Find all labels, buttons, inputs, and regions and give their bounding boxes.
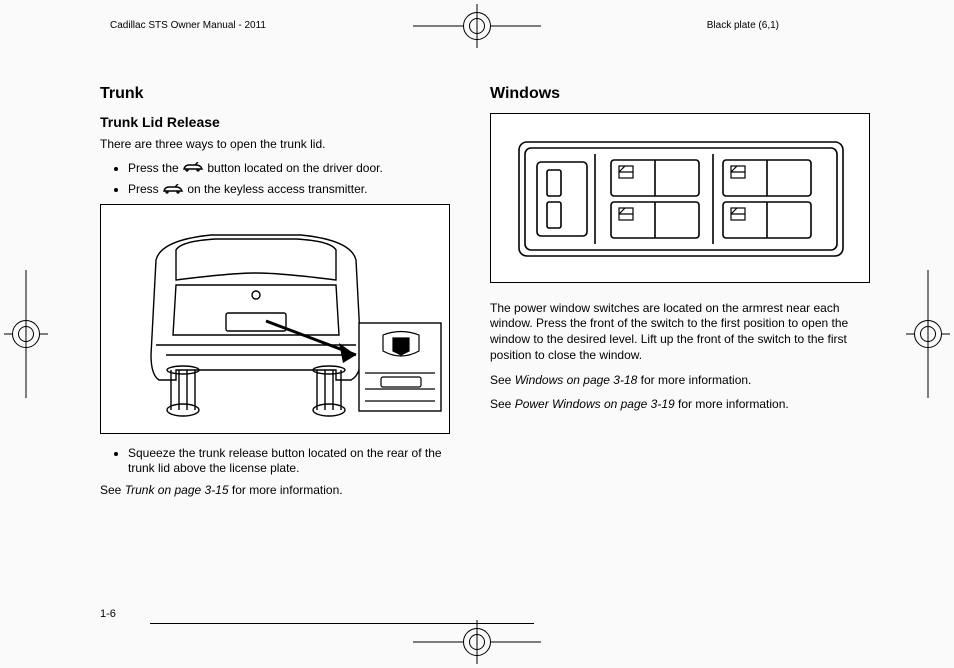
bullet-press-transmitter: Press on the keyless access transmitter. — [128, 182, 450, 198]
windows-heading: Windows — [490, 84, 870, 105]
car-trunk-open-icon — [162, 184, 184, 194]
manual-page: Cadillac STS Owner Manual - 2011 Black p… — [0, 0, 954, 668]
windows-paragraph: The power window switches are located on… — [490, 301, 870, 363]
trunk-intro: There are three ways to open the trunk l… — [100, 137, 450, 153]
trunk-bullets-top: Press the button located on the driver d… — [100, 161, 450, 198]
page-number: 1-6 — [100, 608, 116, 620]
see-suffix: for more information. — [675, 397, 789, 411]
registration-mark-bottom — [463, 628, 491, 656]
registration-mark-left — [12, 320, 40, 348]
see-prefix: See — [100, 483, 125, 497]
trunk-illustration — [100, 204, 450, 434]
header-right: Black plate (6,1) — [707, 20, 779, 31]
trunk-bullets-bottom: Squeeze the trunk release button located… — [100, 446, 450, 477]
registration-mark-top — [463, 12, 491, 40]
bullet-press-door-button: Press the button located on the driver d… — [128, 161, 450, 177]
see-windows-ref: See Windows on page 3-18 for more inform… — [490, 373, 870, 389]
content-area: Trunk Trunk Lid Release There are three … — [100, 84, 854, 588]
bullet-squeeze-release: Squeeze the trunk release button located… — [128, 446, 450, 477]
trunk-lid-release-heading: Trunk Lid Release — [100, 113, 450, 131]
registration-mark-right — [914, 320, 942, 348]
see-suffix: for more information. — [637, 373, 751, 387]
trunk-heading: Trunk — [100, 84, 450, 105]
right-column: Windows — [490, 84, 870, 588]
windows-page-ref: Windows on page 3-18 — [515, 373, 638, 387]
see-suffix: for more information. — [229, 483, 343, 497]
see-power-windows-ref: See Power Windows on page 3-19 for more … — [490, 397, 870, 413]
left-column: Trunk Trunk Lid Release There are three … — [100, 84, 450, 588]
header-left: Cadillac STS Owner Manual - 2011 — [110, 20, 266, 31]
see-prefix: See — [490, 397, 515, 411]
see-prefix: See — [490, 373, 515, 387]
trunk-page-ref: Trunk on page 3-15 — [125, 483, 229, 497]
see-trunk-ref: See Trunk on page 3-15 for more informat… — [100, 483, 450, 499]
car-trunk-open-icon — [182, 162, 204, 172]
windows-illustration — [490, 113, 870, 283]
footer-rule — [150, 623, 534, 624]
power-windows-page-ref: Power Windows on page 3-19 — [515, 397, 675, 411]
